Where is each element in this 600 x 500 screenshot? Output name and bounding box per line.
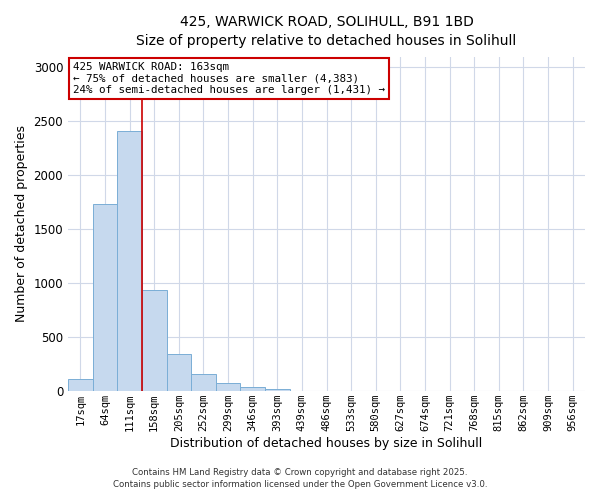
Bar: [216, 382, 241, 391]
Title: 425, WARWICK ROAD, SOLIHULL, B91 1BD
Size of property relative to detached house: 425, WARWICK ROAD, SOLIHULL, B91 1BD Siz…: [136, 15, 517, 48]
Bar: [68, 380, 92, 391]
Bar: [265, 389, 290, 391]
Bar: [290, 390, 314, 391]
Text: 425 WARWICK ROAD: 163sqm
← 75% of detached houses are smaller (4,383)
24% of sem: 425 WARWICK ROAD: 163sqm ← 75% of detach…: [73, 62, 385, 95]
Bar: [142, 290, 167, 391]
Y-axis label: Number of detached properties: Number of detached properties: [15, 126, 28, 322]
X-axis label: Distribution of detached houses by size in Solihull: Distribution of detached houses by size …: [170, 437, 482, 450]
Bar: [191, 374, 216, 391]
Bar: [167, 354, 191, 391]
Text: Contains HM Land Registry data © Crown copyright and database right 2025.
Contai: Contains HM Land Registry data © Crown c…: [113, 468, 487, 489]
Bar: [241, 387, 265, 391]
Bar: [117, 131, 142, 391]
Bar: [92, 204, 117, 391]
